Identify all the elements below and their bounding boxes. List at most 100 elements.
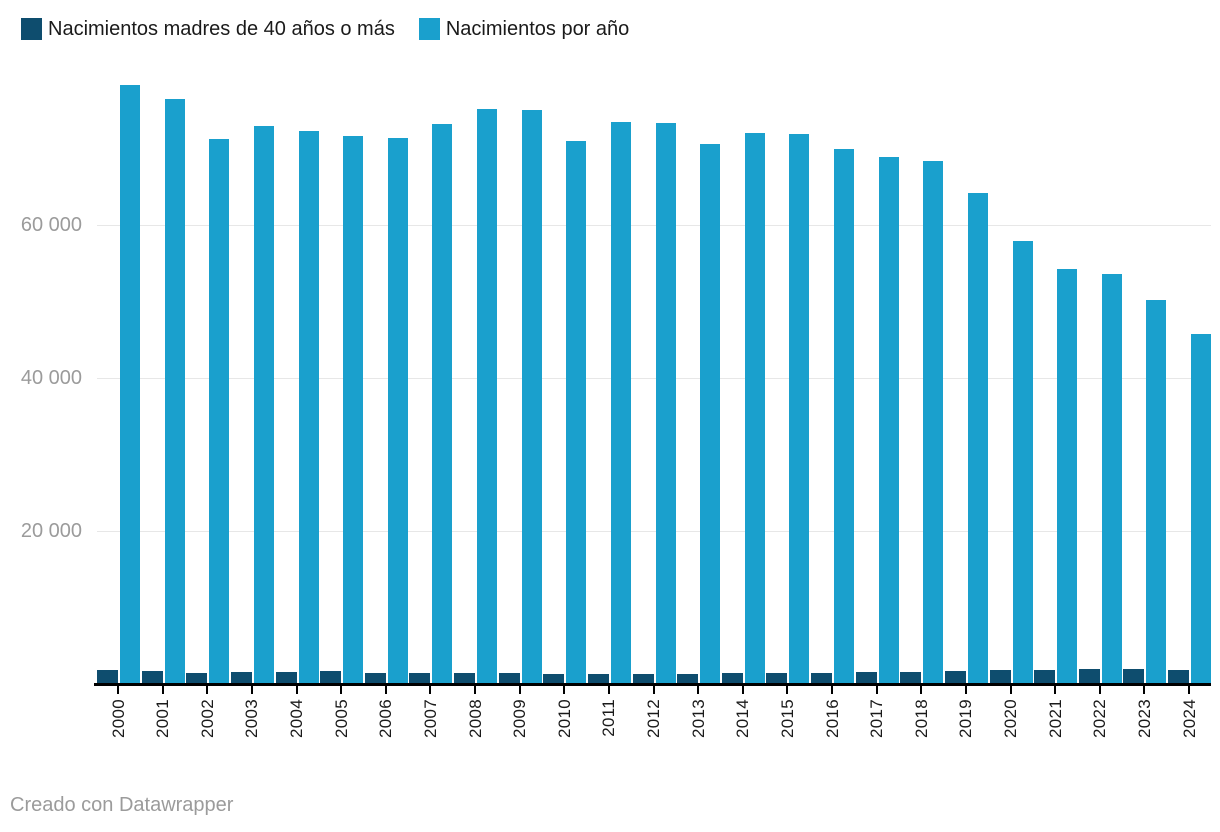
x-axis-label-2024: 2024 <box>1179 699 1199 739</box>
bars-layer: 2000 2001 2002 2003 2004 2005 2006 2007 2008 2009… <box>97 64 1211 738</box>
bar-madres40-2013[interactable] <box>677 674 699 684</box>
x-axis-tick-2020 <box>1009 686 1012 694</box>
bar-madres40-2021[interactable] <box>1034 670 1056 684</box>
legend-item-total: Nacimientos por año <box>418 16 630 42</box>
bar-group-2023: 2023 <box>1123 64 1167 738</box>
bar-group-2015: 2015 <box>766 64 810 738</box>
bar-madres40-2002[interactable] <box>186 672 208 684</box>
chart-legend: Nacimientos madres de 40 años o más Naci… <box>21 16 629 42</box>
bar-total-2006[interactable] <box>387 137 408 684</box>
bar-madres40-2011[interactable] <box>587 674 609 684</box>
bar-madres40-2019[interactable] <box>944 671 966 684</box>
bar-madres40-2018[interactable] <box>900 671 922 684</box>
bar-total-2020[interactable] <box>1012 241 1033 684</box>
x-axis-label-2015: 2015 <box>777 699 797 739</box>
bar-group-2002: 2002 <box>186 64 230 738</box>
x-axis-tick-2002 <box>206 686 209 694</box>
x-axis-label-2003: 2003 <box>242 699 262 739</box>
bar-madres40-2016[interactable] <box>811 672 832 684</box>
bar-group-2017: 2017 <box>855 64 899 738</box>
x-axis-tick-2012 <box>652 686 655 694</box>
bar-madres40-2009[interactable] <box>498 673 520 684</box>
x-axis-label-2017: 2017 <box>867 699 887 739</box>
x-axis-tick-2007 <box>429 686 432 694</box>
bar-madres40-2004[interactable] <box>275 671 297 684</box>
bar-total-2021[interactable] <box>1057 268 1078 684</box>
bar-group-2014: 2014 <box>721 64 765 738</box>
y-axis-label-60000: 60 000 <box>20 214 82 236</box>
bar-total-2001[interactable] <box>164 98 185 684</box>
bar-total-2002[interactable] <box>209 138 230 684</box>
datawrapper-attribution-link[interactable]: Creado con Datawrapper <box>10 794 234 816</box>
bar-total-2024[interactable] <box>1191 333 1211 684</box>
bar-total-2000[interactable] <box>120 85 140 684</box>
bar-total-2022[interactable] <box>1101 274 1122 684</box>
bar-group-2003: 2003 <box>230 64 274 738</box>
x-axis-tick-2010 <box>563 686 566 694</box>
bar-total-2012[interactable] <box>655 122 676 684</box>
bar-total-2008[interactable] <box>477 108 497 684</box>
bar-total-2010[interactable] <box>566 140 587 684</box>
bar-madres40-2017[interactable] <box>855 671 877 684</box>
x-axis-tick-2018 <box>920 686 923 694</box>
x-axis-label-2014: 2014 <box>733 699 753 739</box>
x-axis-tick-2006 <box>384 686 387 694</box>
x-axis-tick-2011 <box>607 686 610 694</box>
bar-total-2018[interactable] <box>923 160 944 684</box>
legend-label-total: Nacimientos por año <box>445 18 630 40</box>
x-axis-label-2005: 2005 <box>331 699 351 739</box>
bar-madres40-2010[interactable] <box>543 674 565 684</box>
x-axis-tick-2021 <box>1054 686 1057 694</box>
bar-total-2009[interactable] <box>521 109 542 684</box>
bar-group-2018: 2018 <box>900 64 944 738</box>
bar-group-2007: 2007 <box>409 64 453 738</box>
bar-group-2004: 2004 <box>275 64 319 738</box>
x-axis-tick-2014 <box>741 686 744 694</box>
bar-madres40-2015[interactable] <box>766 672 788 684</box>
bar-total-2013[interactable] <box>700 143 721 684</box>
bar-madres40-2005[interactable] <box>320 671 342 684</box>
x-axis-label-2011: 2011 <box>599 699 619 737</box>
bar-group-2016: 2016 <box>811 64 854 738</box>
bar-madres40-2006[interactable] <box>364 673 386 684</box>
footer: Creado con Datawrapper <box>10 794 233 817</box>
gridline-20000 <box>97 531 1211 532</box>
bar-group-2024: 2024 <box>1168 64 1211 738</box>
x-axis-label-2007: 2007 <box>420 699 440 739</box>
x-axis-tick-2022 <box>1098 686 1101 694</box>
bar-total-2015[interactable] <box>789 134 810 684</box>
bar-madres40-2012[interactable] <box>632 674 654 684</box>
x-axis-label-2012: 2012 <box>644 699 663 739</box>
bar-total-2005[interactable] <box>343 136 364 684</box>
bar-madres40-2022[interactable] <box>1078 668 1100 684</box>
bar-madres40-2003[interactable] <box>230 671 252 684</box>
bar-total-2004[interactable] <box>298 130 319 684</box>
bar-madres40-2020[interactable] <box>989 669 1011 684</box>
bar-total-2014[interactable] <box>744 133 765 684</box>
bar-madres40-2001[interactable] <box>141 671 163 684</box>
bar-total-2023[interactable] <box>1146 300 1167 684</box>
x-axis-label-2000: 2000 <box>108 699 128 739</box>
bar-madres40-2008[interactable] <box>454 673 475 684</box>
bar-total-2017[interactable] <box>878 156 899 684</box>
bar-total-2003[interactable] <box>253 125 274 684</box>
bar-madres40-2000[interactable] <box>97 670 118 684</box>
legend-item-madres-40: Nacimientos madres de 40 años o más <box>21 16 395 42</box>
bar-group-2019: 2019 <box>944 64 988 738</box>
x-axis-label-2020: 2020 <box>1001 699 1020 739</box>
bar-group-2000: 2000 <box>97 64 140 738</box>
bar-madres40-2014[interactable] <box>721 673 743 684</box>
bar-total-2007[interactable] <box>432 124 453 684</box>
y-axis-label-20000: 20 000 <box>20 520 82 542</box>
x-axis-label-2002: 2002 <box>197 699 217 739</box>
y-axis-label-40000: 40 000 <box>20 367 82 389</box>
bar-madres40-2023[interactable] <box>1123 668 1145 684</box>
bar-total-2016[interactable] <box>834 148 854 684</box>
x-axis-tick-2008 <box>474 686 476 694</box>
bar-total-2019[interactable] <box>967 192 988 684</box>
bar-total-2011[interactable] <box>610 121 631 684</box>
bar-madres40-2007[interactable] <box>409 673 431 684</box>
x-axis-label-2006: 2006 <box>376 699 396 739</box>
x-axis-label-2018: 2018 <box>911 699 931 739</box>
bar-madres40-2024[interactable] <box>1168 670 1189 684</box>
